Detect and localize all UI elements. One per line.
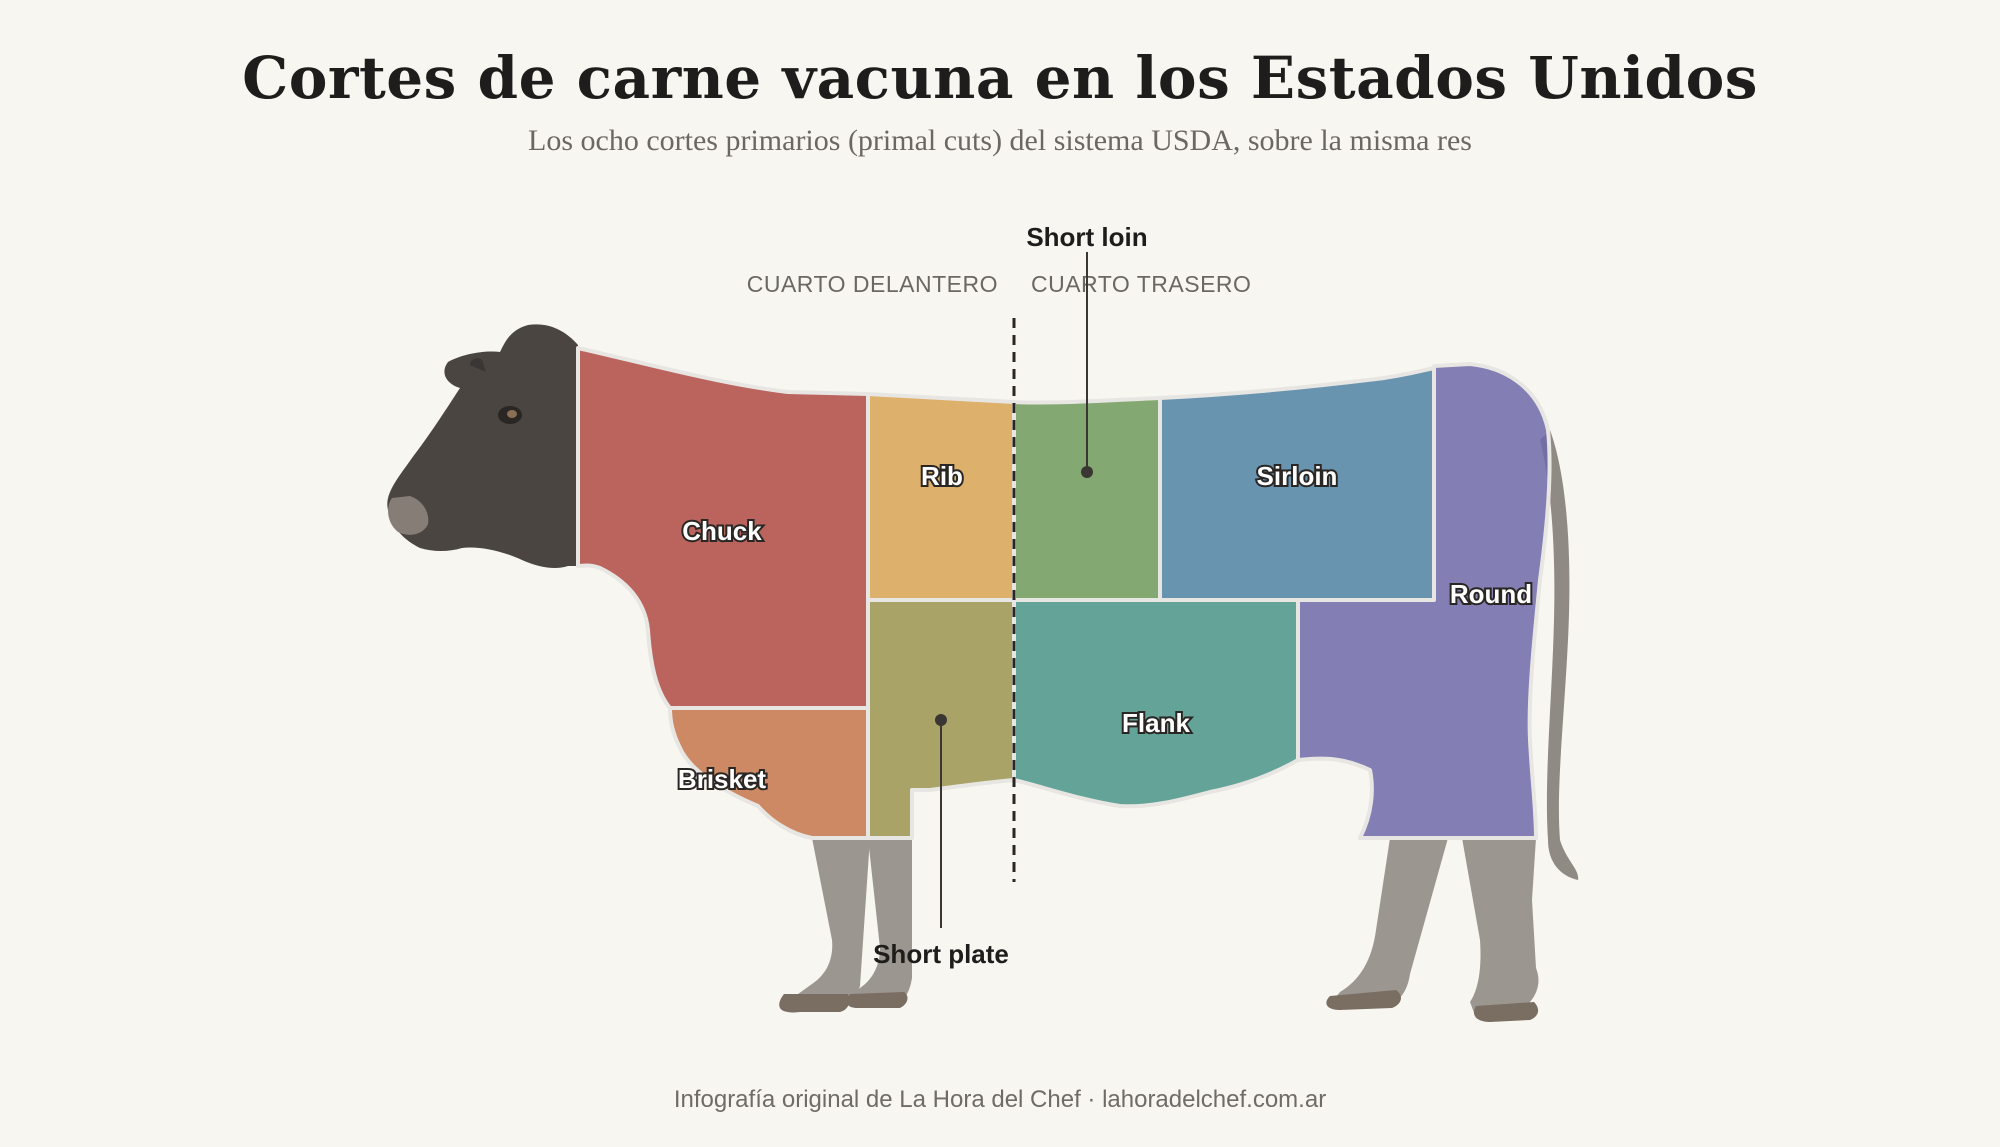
cut-round[interactable] <box>1296 362 1552 840</box>
cow-head <box>387 324 578 568</box>
label-round: Round <box>1450 579 1532 609</box>
short-plate-dot <box>935 714 947 726</box>
cow-hooves <box>779 990 1539 1022</box>
page-title: Cortes de carne vacuna en los Estados Un… <box>242 44 1758 112</box>
label-short-plate: Short plate <box>873 939 1009 969</box>
short-loin-dot <box>1081 466 1093 478</box>
label-short-loin: Short loin <box>1026 222 1147 252</box>
label-brisket: Brisket <box>678 764 766 794</box>
footer-credit: Infografía original de La Hora del Chef … <box>673 1086 1327 1113</box>
cut-brisket[interactable] <box>668 706 870 840</box>
label-rib: Rib <box>921 461 963 491</box>
rear-quarter-label: CUARTO TRASERO <box>1031 271 1251 297</box>
cut-chuck[interactable] <box>576 346 870 710</box>
tail <box>1540 430 1579 880</box>
label-sirloin: Sirloin <box>1257 461 1338 491</box>
cow-legs <box>783 838 1539 1021</box>
page-subtitle: Los ocho cortes primarios (primal cuts) … <box>528 124 1472 157</box>
cut-flank[interactable] <box>1012 598 1300 809</box>
label-flank: Flank <box>1122 708 1190 738</box>
label-chuck: Chuck <box>682 516 762 546</box>
cut-rib[interactable] <box>866 392 1016 602</box>
cut-sirloin[interactable] <box>1158 366 1436 602</box>
front-quarter-label: CUARTO DELANTERO <box>747 271 998 297</box>
